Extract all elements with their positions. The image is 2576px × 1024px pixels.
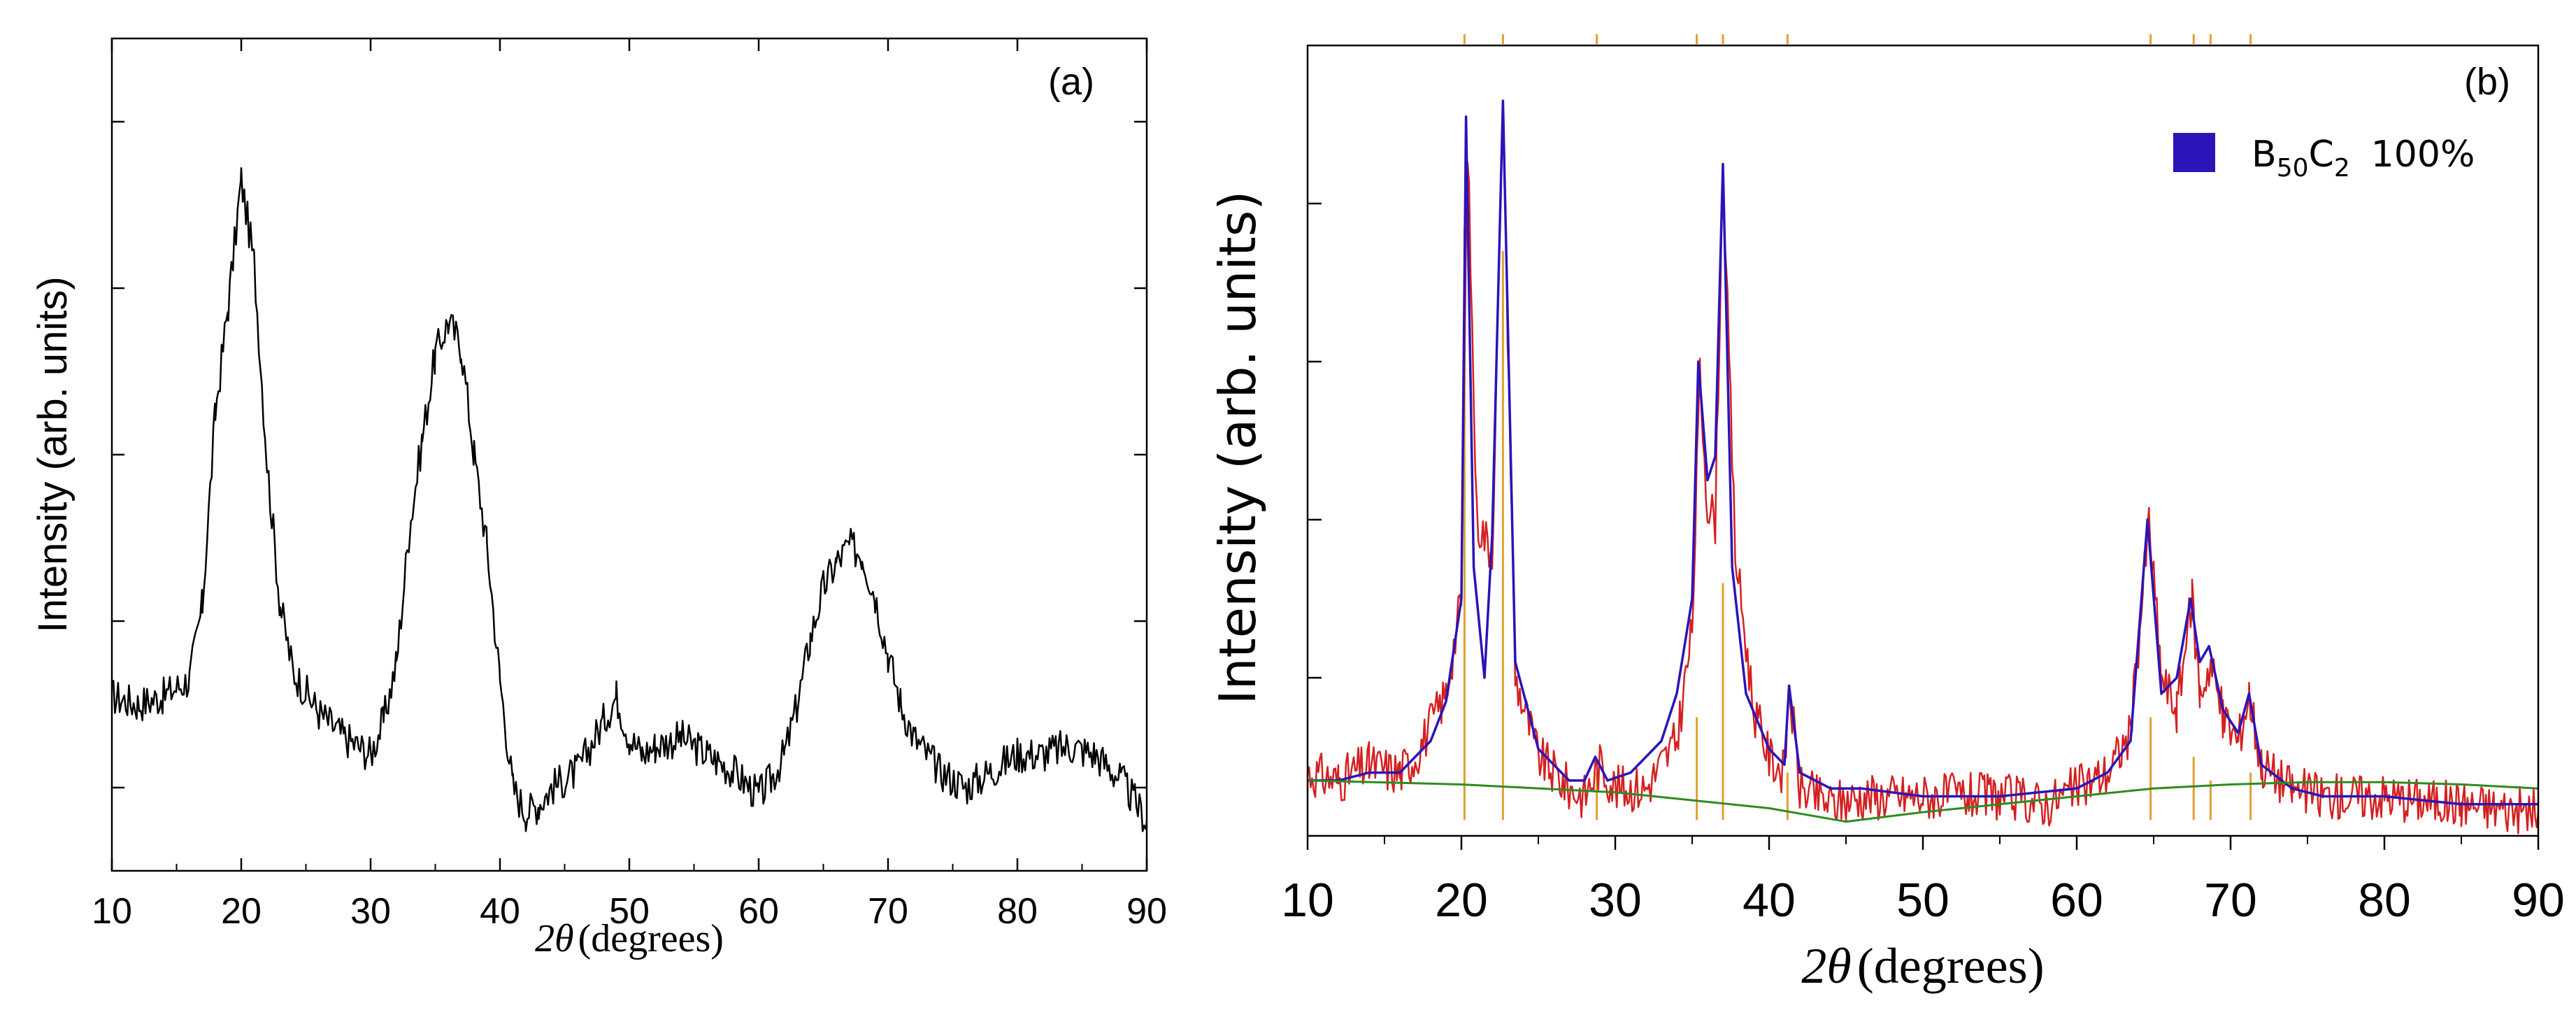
- x-tick-label-a-70: 70: [868, 891, 908, 932]
- series-line-b-calculated: [1308, 99, 2538, 806]
- x-tick-label-b-40: 40: [1743, 874, 1796, 927]
- x-tick-label-b-50: 50: [1896, 874, 1949, 927]
- x-tick-label-b-30: 30: [1589, 874, 1642, 927]
- x-tick-label-a-20: 20: [221, 891, 262, 932]
- x-tick-label-a-90: 90: [1126, 891, 1167, 932]
- legend-swatch-b50c2: [2173, 133, 2215, 172]
- x-tick-label-b-10: 10: [1281, 874, 1334, 927]
- x-tick-label-b-70: 70: [2204, 874, 2257, 927]
- y-axis-label-a: Intensity (arb. units): [30, 276, 76, 632]
- x-ticks-b: [1306, 836, 2540, 850]
- x-tick-label-a-80: 80: [997, 891, 1038, 932]
- x-tick-label-a-10: 10: [92, 891, 132, 932]
- legend-b: B50C2 100%: [2173, 133, 2475, 183]
- x-axis-label-b: 2θ (degrees): [1801, 938, 2044, 994]
- x-tick-label-b-20: 20: [1435, 874, 1488, 927]
- x-tick-label-b-60: 60: [2050, 874, 2103, 927]
- x-tick-label-a-40: 40: [480, 891, 520, 932]
- x-tick-label-a-30: 30: [350, 891, 391, 932]
- x-axis-symbol-b: 2θ: [1801, 938, 1851, 994]
- x-tick-label-b-90: 90: [2512, 874, 2565, 927]
- series-line-b-observed: [1306, 127, 2540, 834]
- series-line-b-background: [1307, 779, 2539, 823]
- series-group-a: [111, 166, 1148, 832]
- x-axis-label-a: 2θ (degrees): [535, 917, 724, 960]
- y-ticks-b: [1308, 202, 1322, 679]
- x-tick-label-b-80: 80: [2358, 874, 2411, 927]
- x-axis-unit-a: (degrees): [578, 917, 724, 960]
- series-group-b: [1306, 99, 2540, 834]
- x-tick-label-a-60: 60: [738, 891, 779, 932]
- x-tick-labels-a: 10 20 30 40 50 60 70 80 90: [92, 891, 1167, 932]
- chart-panel-a: 10 20 30 40 50 60 70 80 90 (a) Intensity (arb. u…: [30, 37, 1167, 960]
- x-axis-unit-b: (degrees): [1857, 938, 2045, 994]
- x-axis-symbol-a: 2θ: [535, 917, 574, 960]
- x-tick-labels-b: 10 20 30 40 50 60 70 80 90: [1281, 874, 2565, 927]
- series-line-a-xrd: [111, 166, 1148, 832]
- x-ticks-a: [110, 38, 1148, 871]
- plot-frame-b: [1306, 44, 2540, 837]
- y-axis-label-b: Intensity (arb. units): [1208, 191, 1267, 705]
- panel-label-b: (b): [2464, 61, 2510, 103]
- y-ticks-a: [112, 120, 1147, 789]
- chart-panel-b: 10 20 30 40 50 60 70 80 90 (b) B50C2 100% Intensi…: [1208, 34, 2565, 994]
- panel-label-a: (a): [1048, 61, 1094, 103]
- x-tick-label-a-50: 50: [609, 891, 650, 932]
- legend-entry-b50c2: B50C2 100%: [2252, 134, 2475, 183]
